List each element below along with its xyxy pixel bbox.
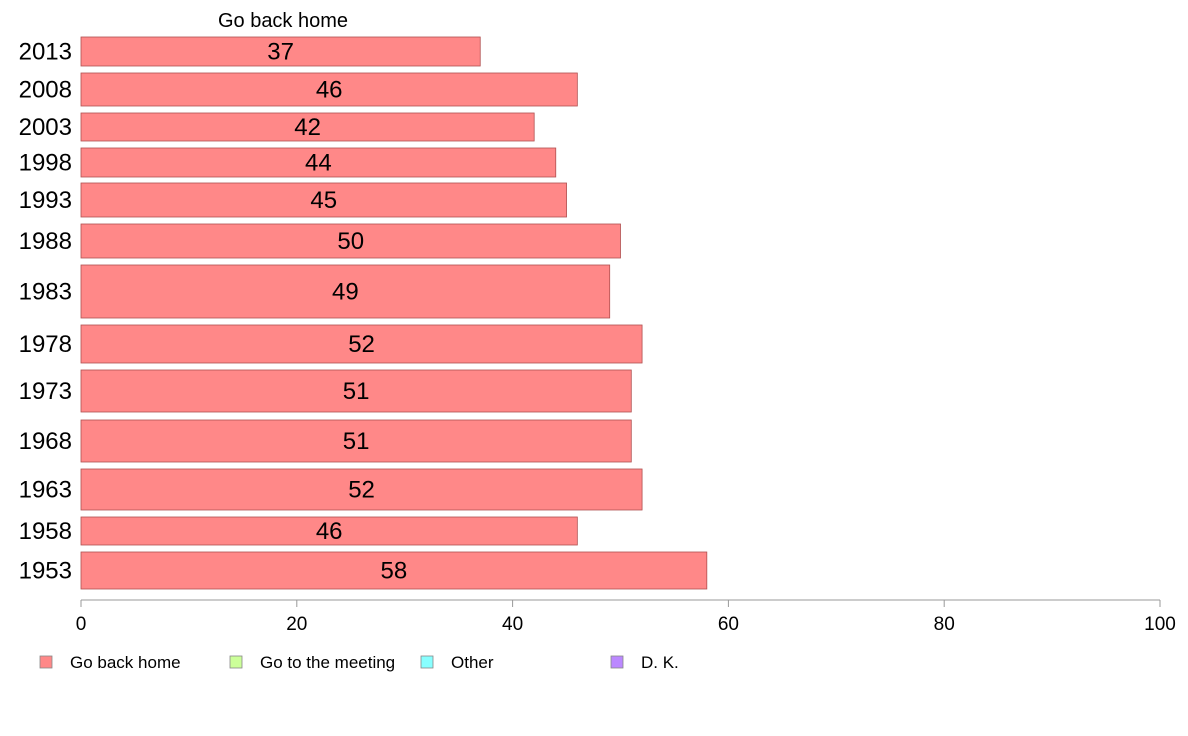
category-label: 1973 (19, 378, 72, 405)
category-label: 2003 (19, 114, 72, 141)
x-tick-label: 0 (76, 614, 87, 635)
category-label: 1998 (19, 150, 72, 177)
bars: 2013 37 2008 46 2003 42 1998 44 1993 45 1988 50 1983… (19, 36, 708, 590)
bar (80, 264, 611, 319)
category-label: 2008 (19, 77, 72, 104)
category-label: 1978 (19, 331, 72, 358)
legend-swatch (39, 655, 53, 669)
bar (80, 112, 535, 142)
legend-label: Go back home (70, 653, 181, 672)
series-title: Go back home (218, 10, 348, 32)
bar (80, 147, 557, 178)
bar-value-label: 37 (267, 39, 294, 66)
bar-value-label: 44 (305, 150, 332, 177)
bar-value-label: 58 (381, 558, 408, 585)
bar-value-label: 52 (348, 477, 375, 504)
bar (80, 223, 621, 259)
legend-label: D. K. (641, 653, 679, 672)
legend-swatch (229, 655, 243, 669)
x-tick-label: 80 (934, 614, 955, 635)
bar (80, 72, 578, 107)
bar-value-label: 45 (310, 187, 337, 214)
bar-value-label: 42 (294, 114, 321, 141)
category-label: 1988 (19, 228, 72, 255)
category-label: 1983 (19, 279, 72, 306)
bar (80, 516, 578, 546)
category-label: 1958 (19, 518, 72, 545)
bar (80, 36, 481, 67)
legend-swatch (420, 655, 434, 669)
bar-value-label: 51 (343, 428, 370, 455)
x-tick-label: 20 (286, 614, 307, 635)
legend-label: Go to the meeting (260, 653, 395, 672)
bar (80, 419, 632, 463)
bar-value-label: 52 (348, 331, 375, 358)
bar (80, 369, 632, 413)
x-tick-label: 100 (1144, 614, 1176, 635)
x-tick-label: 40 (502, 614, 523, 635)
x-axis-ticks: 0 20 40 60 80 100 (76, 600, 1176, 635)
category-label: 1993 (19, 187, 72, 214)
bar-value-label: 46 (316, 518, 343, 545)
bar (80, 551, 708, 590)
category-label: 1963 (19, 477, 72, 504)
bar (80, 182, 567, 218)
legend-swatch (610, 655, 624, 669)
bar-value-label: 49 (332, 279, 359, 306)
bar (80, 324, 643, 364)
bar (80, 468, 643, 511)
category-label: 2013 (19, 39, 72, 66)
category-label: 1968 (19, 428, 72, 455)
category-label: 1953 (19, 558, 72, 585)
bar-value-label: 46 (316, 77, 343, 104)
legend-label: Other (451, 653, 494, 672)
bar-value-label: 50 (337, 228, 364, 255)
legend: Go back home Go to the meeting Other D. K. (39, 653, 679, 672)
bar-value-label: 51 (343, 378, 370, 405)
x-tick-label: 60 (718, 614, 739, 635)
